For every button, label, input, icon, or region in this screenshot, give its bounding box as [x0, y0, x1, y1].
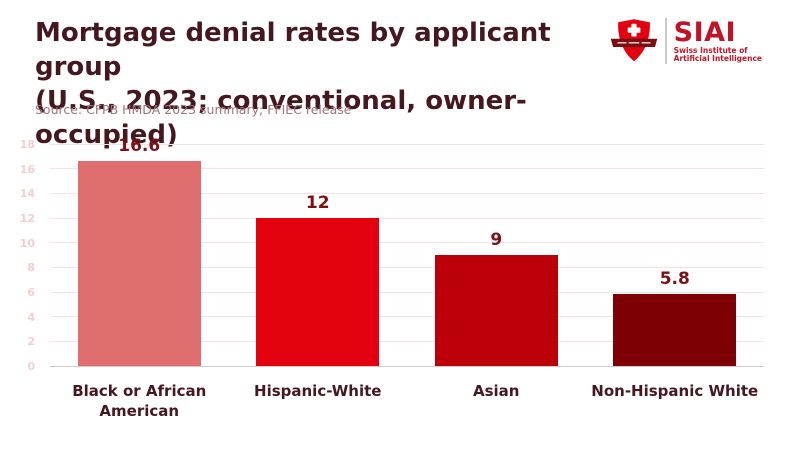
x-tick-label: Black or African American	[72, 382, 207, 420]
y-tick-label: 8	[27, 261, 35, 275]
logo-subtitle-line1: Swiss Institute of	[673, 45, 748, 55]
y-tick-label: 2	[27, 335, 35, 349]
source-note: Source: CFPB HMDA 2023 summary; FFIEC re…	[35, 102, 352, 117]
x-tick-label: Asian	[473, 382, 520, 400]
x-tick-label: Non-Hispanic White	[591, 382, 759, 400]
y-tick-label: 4	[27, 310, 35, 324]
gridline	[50, 242, 764, 244]
swiss-shield-icon	[610, 19, 657, 62]
gridline	[50, 291, 764, 293]
y-tick-label: 18	[19, 138, 35, 151]
chart-title-line2: (U.S., 2023; conventional, owner-occupie…	[35, 86, 527, 150]
y-tick-label: 12	[19, 212, 35, 225]
gridline	[50, 217, 764, 219]
bar-value-label: 5.8	[659, 269, 690, 290]
chart-title: Mortgage denial rates by applicant group…	[35, 16, 635, 152]
logo-subtitle-line2: Artificial Intelligence	[673, 54, 762, 63]
bar-value-label: 9	[490, 230, 503, 250]
siai-logo: SIAI Swiss Institute of Artificial Intel…	[610, 15, 762, 67]
gridline	[50, 266, 764, 268]
gridline	[50, 340, 764, 342]
bar-value-label: 12	[305, 193, 330, 213]
bar-3	[613, 294, 737, 366]
y-axis: 0 2 4 6 8 10 12 14 16 18	[0, 138, 42, 373]
y-tick-label: 14	[19, 187, 35, 201]
plot-area: 16.6 12 9 5.8	[50, 136, 764, 367]
gridline	[50, 143, 764, 145]
y-tick-label: 16	[19, 162, 35, 176]
zero-gridline	[50, 365, 764, 367]
gridline	[50, 168, 764, 170]
y-tick-label: 6	[27, 286, 35, 299]
bar-value-label: 16.6	[118, 136, 161, 157]
logo-divider	[664, 18, 667, 64]
bar-1	[256, 218, 380, 366]
gridline	[50, 316, 764, 318]
logo-text: SIAI Swiss Institute of Artificial Intel…	[673, 16, 762, 64]
bar-0	[77, 161, 201, 366]
x-tick-label: Hispanic-White	[254, 382, 382, 400]
y-tick-label: 10	[19, 236, 35, 250]
logo-acronym: SIAI	[673, 16, 737, 48]
bar-2	[434, 255, 558, 366]
y-tick-label: 0	[27, 360, 35, 373]
chart-title-line1: Mortgage denial rates by applicant group	[35, 18, 551, 82]
x-axis: Black or African American Hispanic-White A…	[50, 381, 764, 431]
gridline	[50, 192, 764, 194]
